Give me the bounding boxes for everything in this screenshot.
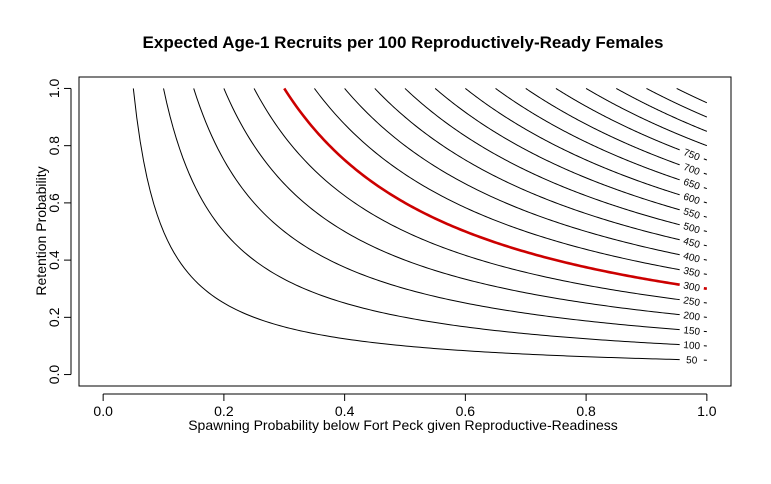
y-axis-label: Retention Probability — [33, 166, 49, 295]
contour-label-750: 750 — [682, 147, 702, 163]
x-tick-label: 0.2 — [214, 403, 234, 419]
contour-label-250: 250 — [682, 295, 701, 309]
x-axis-label: Spawning Probability below Fort Peck giv… — [188, 417, 618, 433]
contour-line-200 — [223, 88, 707, 318]
contour-line-300 — [283, 87, 708, 291]
y-tick-label: 0.8 — [46, 136, 62, 156]
contour-line-150 — [193, 88, 707, 333]
contour-line-950 — [676, 87, 708, 104]
contour-label-50: 50 — [686, 355, 698, 366]
contour-line-850 — [616, 88, 708, 132]
x-tick-label: 1.0 — [697, 403, 717, 419]
contour-labels: 5010015020025030035040045050055060065070… — [682, 147, 702, 366]
contour-line-250 — [253, 88, 707, 304]
contour-line-50 — [132, 88, 707, 361]
contour-line-550 — [434, 88, 707, 218]
x-tick-label: 0.8 — [576, 403, 596, 419]
contour-line-100 — [163, 88, 707, 347]
contour-line-400 — [344, 88, 707, 261]
chart-title: Expected Age-1 Recruits per 100 Reproduc… — [143, 33, 664, 52]
contour-lines — [132, 87, 708, 361]
contour-line-700 — [525, 88, 708, 175]
contour-label-350: 350 — [682, 266, 701, 281]
contour-label-500: 500 — [682, 221, 702, 236]
y-tick-label: 0.4 — [46, 250, 62, 270]
contour-line-500 — [404, 88, 707, 232]
x-tick-label: 0.4 — [335, 403, 355, 419]
contour-line-650 — [495, 88, 707, 190]
contour-label-300: 300 — [682, 280, 701, 294]
contour-line-800 — [585, 88, 708, 147]
contour-label-450: 450 — [682, 236, 701, 251]
y-axis: 0.0 0.2 0.4 0.6 0.8 1.0 — [46, 79, 72, 385]
contour-label-100: 100 — [683, 340, 701, 352]
y-tick-label: 0.6 — [46, 193, 62, 213]
contour-line-750 — [555, 88, 708, 161]
x-tick-label: 0.6 — [456, 403, 476, 419]
contour-label-550: 550 — [682, 206, 702, 222]
contour-line-450 — [374, 88, 707, 247]
y-tick-label: 0.2 — [46, 307, 62, 327]
y-tick-label: 1.0 — [46, 79, 62, 99]
contour-label-150: 150 — [683, 325, 701, 338]
contour-line-900 — [646, 87, 708, 118]
contour-label-650: 650 — [682, 177, 702, 193]
y-tick-label: 0.0 — [46, 365, 62, 385]
contour-label-200: 200 — [683, 310, 702, 323]
contour-label-400: 400 — [682, 251, 701, 266]
contour-line-600 — [465, 88, 707, 204]
contour-label-600: 600 — [682, 192, 702, 208]
plot-frame — [78, 76, 732, 387]
contour-line-350 — [314, 88, 707, 275]
x-axis: 0.0 0.2 0.4 0.6 0.8 1.0 — [93, 393, 717, 419]
x-tick-label: 0.0 — [93, 403, 113, 419]
